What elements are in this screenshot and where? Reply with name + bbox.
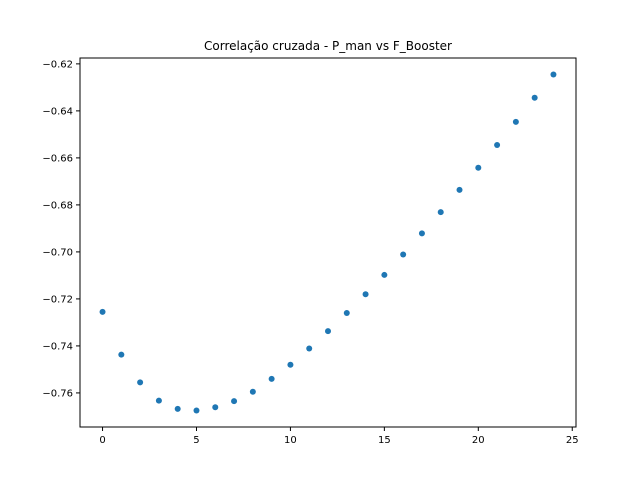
y-tick-label: −0.72 (42, 294, 73, 305)
x-tick-label: 25 (566, 435, 579, 446)
chart-title: Correlação cruzada - P_man vs F_Booster (204, 39, 452, 53)
data-point (344, 310, 350, 316)
y-tick-label: −0.62 (42, 59, 73, 70)
y-tick-label: −0.66 (42, 153, 73, 164)
y-tick-label: −0.68 (42, 200, 73, 211)
data-point (137, 379, 143, 385)
data-point (231, 398, 237, 404)
data-point (212, 404, 218, 410)
data-point (532, 95, 538, 101)
data-point (363, 291, 369, 297)
data-point (325, 328, 331, 334)
y-tick-label: −0.76 (42, 388, 73, 399)
x-tick-label: 5 (193, 435, 199, 446)
data-point (287, 362, 293, 368)
y-tick-label: −0.64 (42, 106, 73, 117)
data-point (494, 142, 500, 148)
x-tick-label: 0 (99, 435, 105, 446)
data-point (419, 230, 425, 236)
data-point (269, 376, 275, 382)
data-point (438, 209, 444, 215)
data-point (513, 119, 519, 125)
data-point (193, 408, 199, 414)
data-point (400, 251, 406, 257)
y-tick-label: −0.74 (42, 341, 73, 352)
data-point (550, 71, 556, 77)
data-point (381, 272, 387, 278)
y-tick-label: −0.70 (42, 247, 73, 258)
data-point (156, 398, 162, 404)
axis-ticks: 0 5 10 15 20 25 −0.76 −0.74 −0.72 −0.70 −0.68 −0.66… (42, 59, 578, 446)
x-tick-label: 15 (378, 435, 391, 446)
data-point (250, 389, 256, 395)
x-tick-label: 20 (472, 435, 485, 446)
data-point (175, 406, 181, 412)
data-point (118, 352, 124, 358)
data-point (457, 187, 463, 193)
x-tick-label: 10 (284, 435, 297, 446)
data-point (475, 165, 481, 171)
data-points (100, 71, 557, 413)
plot-area-frame (80, 58, 576, 427)
data-point (100, 309, 106, 315)
data-point (306, 345, 312, 351)
